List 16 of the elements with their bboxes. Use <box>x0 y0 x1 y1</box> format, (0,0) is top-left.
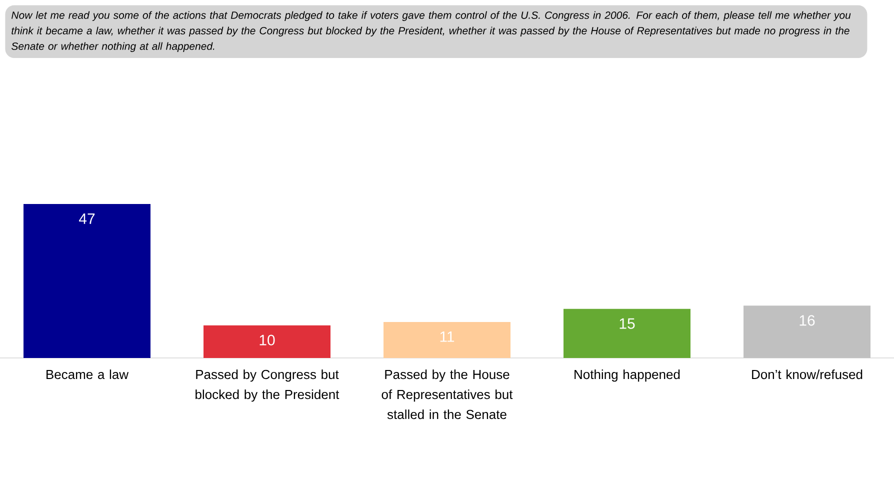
bar <box>744 306 871 358</box>
bar <box>24 204 150 358</box>
data-label: 10 <box>260 334 275 346</box>
bar <box>204 325 330 358</box>
chart-title: Now let me read you some of the actions that Democrats pledged to take if voters gave them control of the U.S. Congress in 2006. For each of them, please tell me whether you think it became a law, whether it was passed by the Congress but blocked by the President, whether it was passed by the House of Representatives but made no progress in the Senate or whether nothing at all happened. <box>12 11 851 52</box>
x-tick-label: Nothing happened <box>574 370 680 382</box>
data-label: 16 <box>800 315 815 326</box>
bar <box>564 308 691 358</box>
x-tick-label: Don’t know/refused <box>752 370 862 380</box>
x-tick-label: Passed by Congress but blocked by the President <box>196 370 340 402</box>
x-tick-label: Became a law <box>46 370 129 380</box>
data-label: 11 <box>440 331 454 342</box>
data-label: 47 <box>79 214 95 224</box>
bar <box>384 322 511 358</box>
data-label: 15 <box>620 318 635 329</box>
x-tick-label: Passed by the House of Representatives but stalled in the Senate <box>382 370 513 420</box>
